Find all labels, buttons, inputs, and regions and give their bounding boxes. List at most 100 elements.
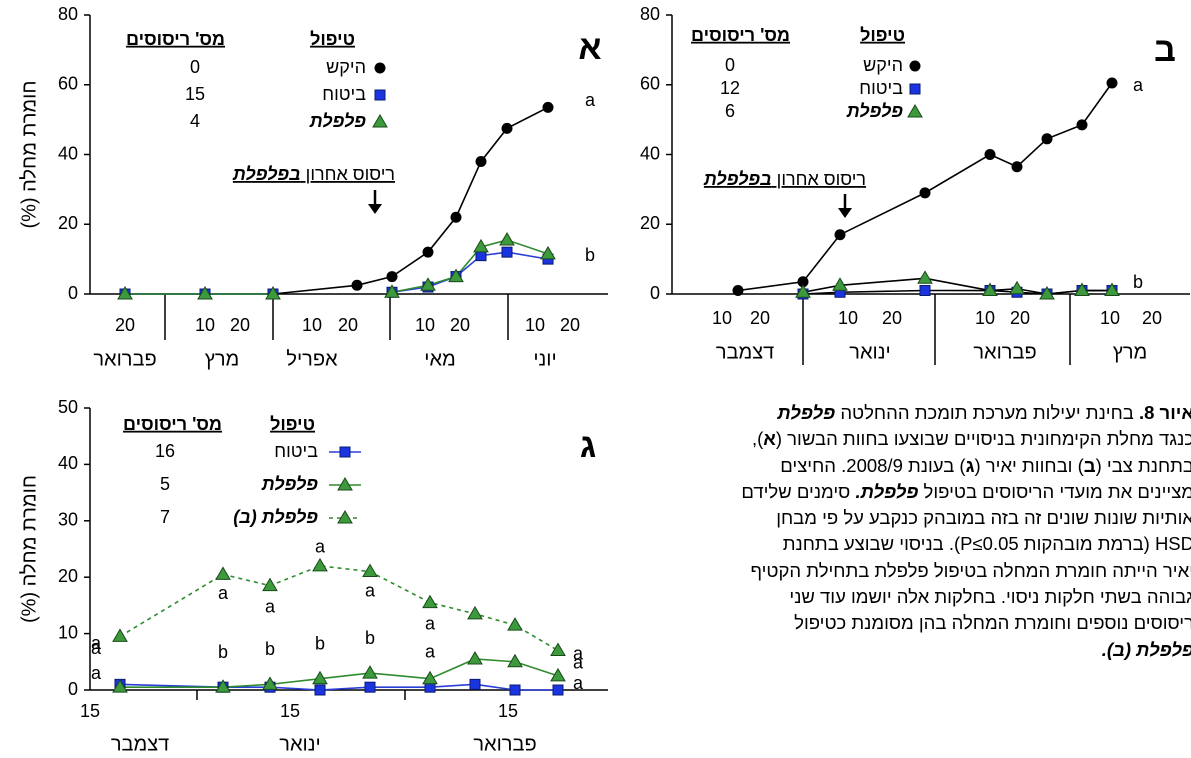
series-line [120, 658, 559, 688]
x-tick-label: 10 [975, 308, 995, 328]
caption-text: אותיות שונות שונים זה בזה במובהק כנקבע ע… [776, 507, 1191, 529]
significance-letter: b [218, 642, 228, 662]
point [507, 617, 523, 631]
point [540, 245, 556, 260]
point [1009, 280, 1025, 295]
caption-text: ), [751, 428, 764, 450]
point [550, 642, 566, 657]
point [1106, 77, 1118, 89]
legend-marker [372, 114, 388, 128]
caption-text: ) ובחוות יאיר ( [974, 454, 1084, 476]
legend-header: טיפול [270, 414, 315, 434]
x-tick-label: 20 [882, 308, 902, 328]
legend-count: 16 [155, 441, 175, 461]
caption-line: ריסוסים נוספים וחומרת המחלה בהן מסומנת כ… [628, 610, 1191, 636]
point [732, 285, 744, 297]
panel-letter: ג [580, 427, 596, 465]
significance-letter: a [425, 613, 436, 633]
significance-letter: a [91, 633, 102, 653]
caption-text: ) בעונת 2008/9. החיצים [780, 454, 966, 476]
x-tick-label: 20 [115, 315, 135, 335]
point [473, 238, 489, 253]
legend-count: 5 [160, 474, 170, 494]
x-tick-label: 20 [560, 315, 580, 335]
point [467, 650, 483, 665]
significance-letter: a [1133, 75, 1144, 95]
x-tick-label: 15 [498, 701, 518, 721]
caption-text: א [763, 428, 776, 450]
legend-label: היקש [863, 55, 903, 75]
x-tick-label: 15 [280, 701, 300, 721]
caption-text: HSD (ברמת מובהקות P≤0.05). בניסוי שבוצע … [782, 533, 1191, 555]
x-tick-label: 10 [712, 308, 732, 328]
month-label: ינואר [279, 733, 320, 755]
point [422, 246, 434, 258]
legend-count: 0 [190, 57, 200, 77]
y-tick-label: 20 [640, 213, 660, 233]
caption-text: פלפלת (ב). [1101, 638, 1191, 660]
point [312, 557, 328, 572]
point [797, 276, 809, 288]
significance-letter: b [265, 639, 275, 659]
month-label: ינואר [849, 341, 890, 363]
legend-count: 15 [185, 84, 205, 104]
point [475, 155, 487, 167]
y-tick-label: 80 [58, 4, 78, 24]
significance-letter: a [573, 643, 584, 663]
caption-text: בחינת יעילות מערכת תומכת ההחלטה [835, 402, 1139, 423]
month-label: פברואר [473, 733, 536, 755]
point [1011, 161, 1023, 173]
x-tick-label: 10 [415, 315, 435, 335]
point [312, 670, 328, 685]
point [314, 684, 326, 696]
point [364, 681, 376, 693]
y-tick-label: 10 [58, 622, 78, 642]
point [112, 628, 128, 642]
y-tick-label: 40 [640, 143, 660, 163]
annotation-part: ריסוס אחרון [772, 169, 866, 189]
y-tick-label: 0 [68, 283, 78, 303]
significance-letter: a [573, 673, 584, 693]
legend-count: 7 [160, 507, 170, 527]
annotation: ריסוס אחרון בפלפלת [232, 164, 395, 184]
legend-marker [337, 510, 353, 524]
point [450, 211, 462, 223]
point [1039, 286, 1055, 300]
legend-label: פלפלת [846, 101, 904, 121]
point [1041, 133, 1053, 145]
point [552, 684, 564, 696]
caption-line: HSD (ברמת מובהקות P≤0.05). בניסוי שבוצע … [628, 531, 1191, 557]
legend-label: פלפלת (ב) [233, 507, 318, 527]
caption-text: פלפלת. [855, 480, 919, 502]
point [501, 246, 513, 258]
caption-line: כנגד מחלת הקימחונית בניסויים שבוצעו בחוו… [628, 426, 1191, 452]
y-tick-label: 60 [640, 74, 660, 94]
caption-line: גבוהה בשתי חלקות ניסוי. בחלקות אלה יושמו… [628, 584, 1191, 610]
caption-line: בתחנת צבי (ב) ובחוות יאיר (ג) בעונת 2008… [628, 453, 1191, 479]
caption-line: יאיר הייתה חומרת המחלה בטיפול פלפלת בתחי… [628, 558, 1191, 584]
x-tick-label: 20 [1010, 308, 1030, 328]
legend-count: 0 [725, 55, 735, 75]
legend-marker [909, 60, 921, 72]
caption-text: ב [1083, 454, 1096, 476]
legend-count: 6 [725, 101, 735, 121]
month-label: מאי [424, 348, 456, 370]
legend-marker [374, 62, 386, 74]
x-tick-label: 10 [525, 315, 545, 335]
x-tick-label: 10 [302, 315, 322, 335]
point [499, 231, 515, 246]
point [542, 101, 554, 113]
point [919, 187, 931, 199]
series-line [119, 565, 559, 652]
significance-letter: b [585, 245, 595, 265]
caption-text: סימנים שלידם [741, 480, 856, 502]
x-tick-label: 10 [838, 308, 858, 328]
significance-letter: b [365, 628, 375, 648]
legend-marker [374, 89, 386, 101]
month-label: אפריל [286, 348, 338, 370]
legend-label: פלפלת [309, 111, 367, 131]
x-tick-label: 20 [1142, 308, 1162, 328]
point [507, 653, 523, 668]
point [262, 676, 278, 690]
x-tick-label: 20 [750, 308, 770, 328]
